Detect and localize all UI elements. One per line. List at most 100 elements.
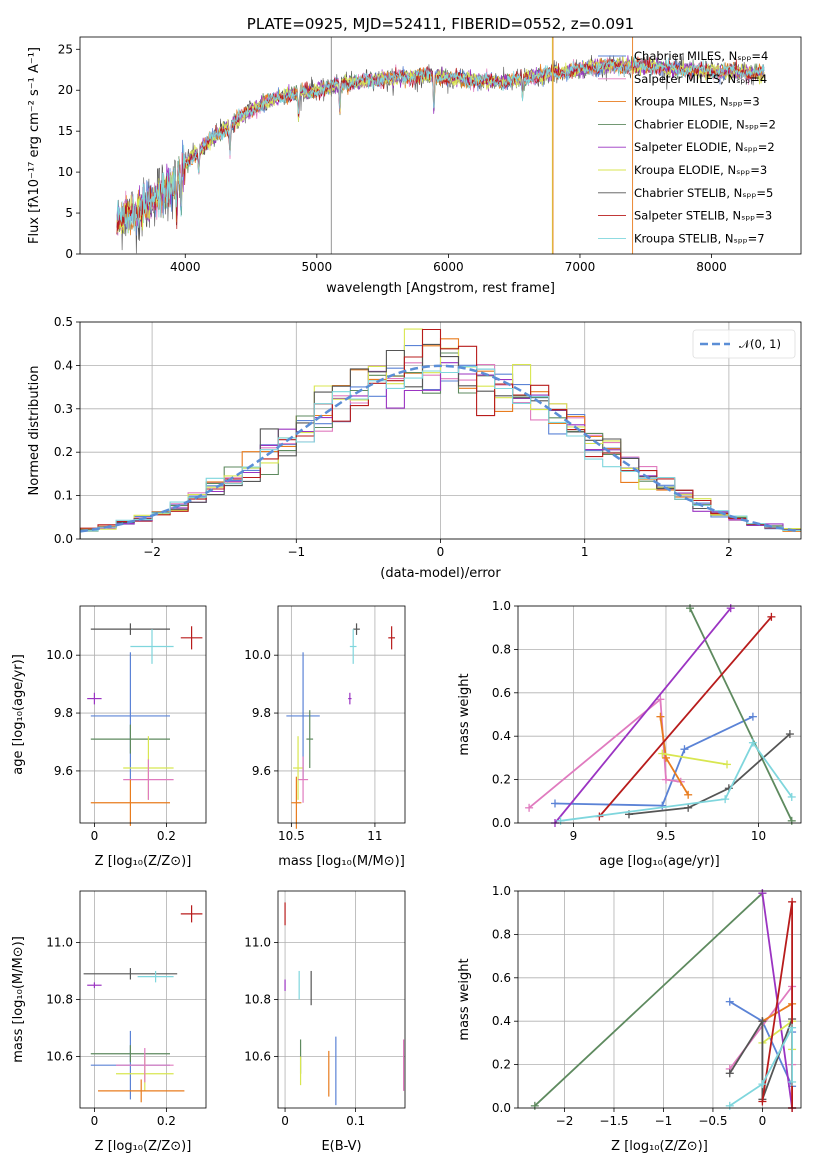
weight-line-4 (689, 607, 793, 822)
y-tick-label: 9.6 (252, 764, 271, 778)
weight-marker (686, 604, 695, 613)
x-tick-label: −1 (655, 1114, 673, 1128)
x-tick-label: 9 (570, 829, 578, 843)
x-tick-label: 6000 (433, 260, 464, 274)
y-tick-label: 0.8 (492, 927, 511, 941)
data-point (348, 692, 352, 705)
weight-marker (550, 799, 559, 808)
data-point (90, 779, 170, 826)
x-tick-label: 0 (759, 1114, 767, 1128)
y-tick-label: 0.4 (492, 1014, 511, 1028)
legend: Chabrier MILES, Nₛₚₚ=4 Salpeter MILES, Nₛ… (598, 49, 776, 245)
chart-title: PLATE=0925, MJD=52411, FIBERID=0552, z=0… (247, 15, 634, 33)
weight-marker (530, 1101, 539, 1110)
weight-marker (721, 795, 730, 804)
data-point (90, 652, 170, 780)
panel-mass-vs-ebv: 0 0.1 10.6 10.8 11.0 E(B-V) (244, 890, 406, 1154)
y-tick-label: 9.8 (252, 706, 271, 720)
weight-marker (788, 897, 797, 906)
weight-marker (726, 604, 735, 613)
x-tick-label: 2 (725, 545, 733, 559)
y-axis-label: age [log₁₀(age/yr)] (11, 654, 26, 775)
legend-box (692, 329, 796, 359)
weight-marker (748, 712, 757, 721)
y-tick-label: 0.4 (54, 358, 73, 372)
y-tick-label: 0.4 (492, 729, 511, 743)
data-point (87, 982, 102, 989)
error-bars (83, 905, 203, 1103)
y-tick-label: 1.0 (492, 599, 511, 613)
x-tick-label: 10 (751, 829, 766, 843)
weight-marker (661, 775, 670, 784)
weight-marker (758, 889, 767, 898)
plot-frame (79, 321, 802, 540)
x-axis-label: Z [log₁₀(Z/Z⊙)] (95, 854, 192, 869)
x-tick-label: 11 (367, 829, 382, 843)
y-axis-label: Normed distribution (27, 366, 42, 496)
y-tick-label: 0.1 (54, 489, 73, 503)
y-tick-label: 11.0 (46, 935, 73, 949)
y-tick-label: 10.8 (46, 993, 73, 1007)
data-point (180, 905, 203, 923)
y-tick-label: 5 (65, 206, 73, 220)
data-point (298, 756, 309, 803)
y-tick-label: 0.0 (492, 1101, 511, 1115)
plot-frame (79, 36, 802, 255)
weight-marker (787, 792, 796, 801)
x-tick-label: 4000 (170, 260, 201, 274)
error-bars (286, 623, 395, 829)
x-axis-label: wavelength [Angstrom, rest frame] (326, 281, 555, 296)
histograms (80, 328, 801, 539)
data-point (349, 629, 357, 664)
x-tick-label: 8000 (696, 260, 727, 274)
panel-massweight-vs-age: 9 9.5 10 0.0 0.2 0.4 0.6 0.8 1.0 age [log₁₀(age/y… (457, 599, 802, 869)
legend-label: 𝒩(0, 1) (739, 337, 781, 351)
legend-label: Salpeter STELIB, Nₛₚₚ=3 (634, 209, 772, 223)
weight-marker (758, 1097, 767, 1106)
weight-line-7 (729, 1018, 793, 1100)
y-tick-label: 0.3 (54, 402, 73, 416)
x-tick-label: 7000 (565, 260, 596, 274)
y-tick-label: 0.6 (492, 686, 511, 700)
y-axis-label: mass weight (457, 673, 472, 755)
data-point (291, 776, 302, 829)
data-point (293, 736, 304, 800)
y-tick-label: 0.6 (492, 971, 511, 985)
weight-marker (525, 803, 534, 812)
x-axis-label: age [log₁₀(age/yr)] (599, 854, 720, 869)
weight-line-7 (628, 733, 791, 816)
weight-line-8 (598, 616, 773, 818)
weight-line-4 (534, 892, 764, 1107)
x-tick-label: −0.5 (698, 1114, 727, 1128)
data-point (306, 710, 314, 769)
x-tick-label: 10.5 (278, 829, 305, 843)
spectrum-lines (116, 37, 765, 254)
y-tick-label: 10 (58, 165, 73, 179)
data-point (353, 623, 360, 635)
weight-marker (680, 745, 689, 754)
panel-residuals: −2 −1 0 1 2 0.0 0.1 0.2 0.3 0.4 0.5 (data-model)/er… (27, 315, 802, 581)
legend: 𝒩(0, 1) (692, 329, 796, 359)
weight-line-6 (662, 752, 728, 766)
y-tick-label: 11.0 (244, 935, 271, 949)
weight-marker (785, 730, 794, 739)
weight-marker (684, 803, 693, 812)
x-axis-label: Z [log₁₀(Z/Z⊙)] (611, 1139, 708, 1154)
plot-frame (79, 890, 207, 1109)
legend-label: Salpeter ELODIE, Nₛₚₚ=2 (634, 140, 775, 154)
x-tick-label: 0 (91, 1114, 99, 1128)
weight-marker (725, 997, 734, 1006)
weight-line-9 (729, 1027, 793, 1107)
x-tick-label: −1.5 (599, 1114, 628, 1128)
y-tick-label: 20 (58, 83, 73, 97)
plot-frame (277, 605, 406, 824)
y-axis-label: Flux [fλ10⁻¹⁷ erg cm⁻² s⁻¹ A⁻¹] (27, 47, 42, 244)
panel-spectrum: 4000 5000 6000 7000 8000 0 5 10 15 20 25 wavelength… (27, 15, 802, 296)
weight-marker (788, 1077, 797, 1086)
x-tick-label: 0 (281, 1114, 289, 1128)
y-axis-label: mass weight (457, 958, 472, 1040)
x-tick-label: 0.2 (157, 829, 176, 843)
panel-mass-vs-Z: 0 0.2 10.6 10.8 11.0 Z [log₁₀(Z/Z⊙)] mass [log… (11, 890, 207, 1154)
